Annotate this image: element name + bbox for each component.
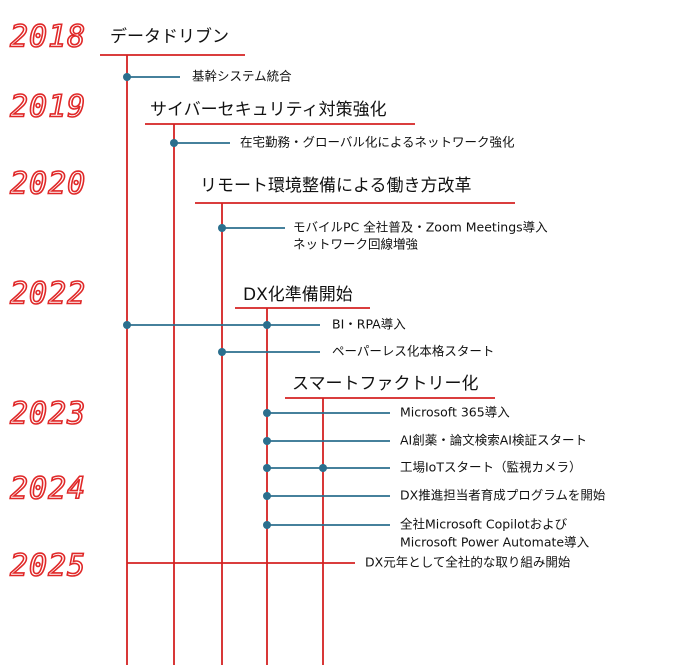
event-text: ネットワーク回線増強 — [293, 237, 419, 252]
connectors — [123, 73, 390, 529]
event-text: ペーパーレス化本格スタート — [332, 344, 494, 359]
year: 2024 — [10, 472, 86, 507]
phases: データドリブン サイバーセキュリティ対策強化 リモート環境整備による働き方改革 … — [110, 26, 479, 394]
event-text: モバイルPC 全社普及・Zoom Meetings導入 — [293, 220, 548, 235]
dot — [319, 464, 327, 472]
year: 2023 — [10, 397, 86, 432]
year: 2019 — [10, 90, 86, 125]
event-text: BI・RPA導入 — [332, 317, 406, 332]
events: 基幹システム統合 在宅勤務・グローバル化によるネットワーク強化 モバイルPC 全… — [192, 69, 606, 570]
event-text: 工場IoTスタート（監視カメラ） — [400, 460, 581, 475]
event-text: DX元年として全社的な取り組み開始 — [365, 555, 571, 570]
years: 2018 2019 2020 2022 2023 2024 2025 — [9, 19, 86, 585]
dot — [170, 139, 178, 147]
event-text: Microsoft 365導入 — [400, 405, 510, 420]
phase-title: リモート環境整備による働き方改革 — [200, 176, 472, 196]
dot — [218, 224, 226, 232]
event-text: DX推進担当者育成プログラムを開始 — [400, 488, 606, 503]
dot — [123, 321, 131, 329]
dot — [263, 321, 271, 329]
event-text: 在宅勤務・グローバル化によるネットワーク強化 — [240, 135, 515, 150]
year: 2018 — [10, 20, 86, 55]
year: 2022 — [10, 277, 86, 312]
dot — [263, 521, 271, 529]
phase-lines — [100, 54, 515, 665]
phase-title: DX化準備開始 — [243, 285, 353, 305]
event-text: 全社Microsoft Copilotおよび — [400, 517, 568, 532]
dot — [263, 492, 271, 500]
year: 2020 — [10, 167, 86, 202]
year: 2025 — [10, 549, 86, 584]
event-text: Microsoft Power Automate導入 — [400, 535, 590, 550]
dot — [263, 437, 271, 445]
event-text: 基幹システム統合 — [192, 69, 292, 84]
dot — [263, 464, 271, 472]
dot — [263, 409, 271, 417]
phase-title: データドリブン — [110, 26, 229, 47]
phase-title: スマートファクトリー化 — [292, 374, 479, 394]
event-text: AI創薬・論文検索AI検証スタート — [400, 433, 587, 448]
dot — [218, 348, 226, 356]
dot — [123, 73, 131, 81]
phase-title: サイバーセキュリティ対策強化 — [150, 100, 387, 120]
